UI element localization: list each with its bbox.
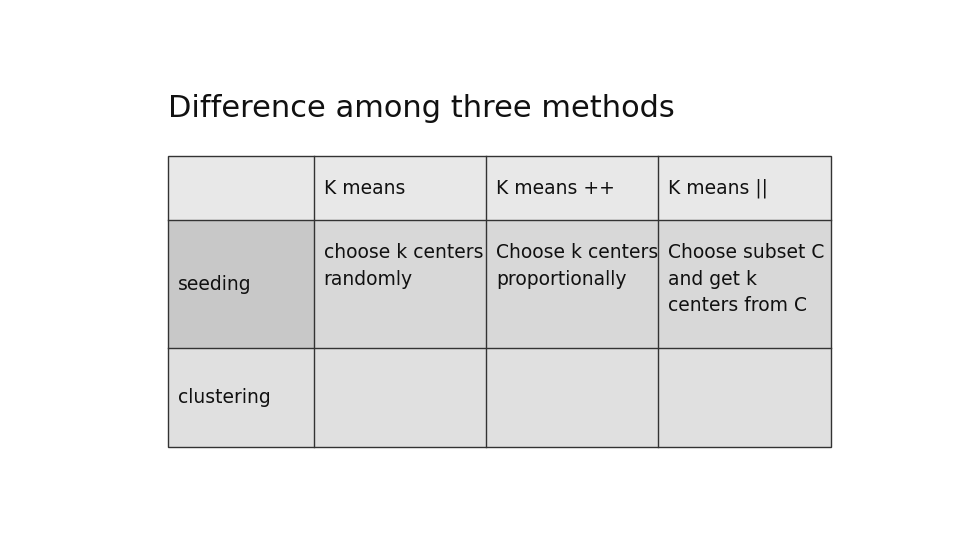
Text: seeding: seeding (178, 275, 252, 294)
Bar (486, 156, 659, 220)
Bar (314, 348, 486, 447)
Bar (659, 220, 830, 348)
Bar (168, 156, 314, 220)
Bar (168, 348, 314, 447)
Bar (659, 156, 830, 220)
Text: K means ||: K means || (668, 179, 768, 198)
Text: Choose subset C
and get k
centers from C: Choose subset C and get k centers from C (668, 244, 825, 315)
Text: Difference among three methods: Difference among three methods (168, 94, 675, 123)
Bar (486, 220, 659, 348)
Text: K means ++: K means ++ (496, 179, 614, 198)
Bar (168, 220, 314, 348)
Bar (168, 156, 830, 447)
Text: clustering: clustering (178, 388, 271, 407)
Bar (659, 348, 830, 447)
Bar (486, 348, 659, 447)
Text: K means: K means (324, 179, 405, 198)
Text: choose k centers
randomly: choose k centers randomly (324, 244, 483, 289)
Bar (314, 156, 486, 220)
Text: Choose k centers
proportionally: Choose k centers proportionally (496, 244, 659, 289)
Bar (314, 220, 486, 348)
